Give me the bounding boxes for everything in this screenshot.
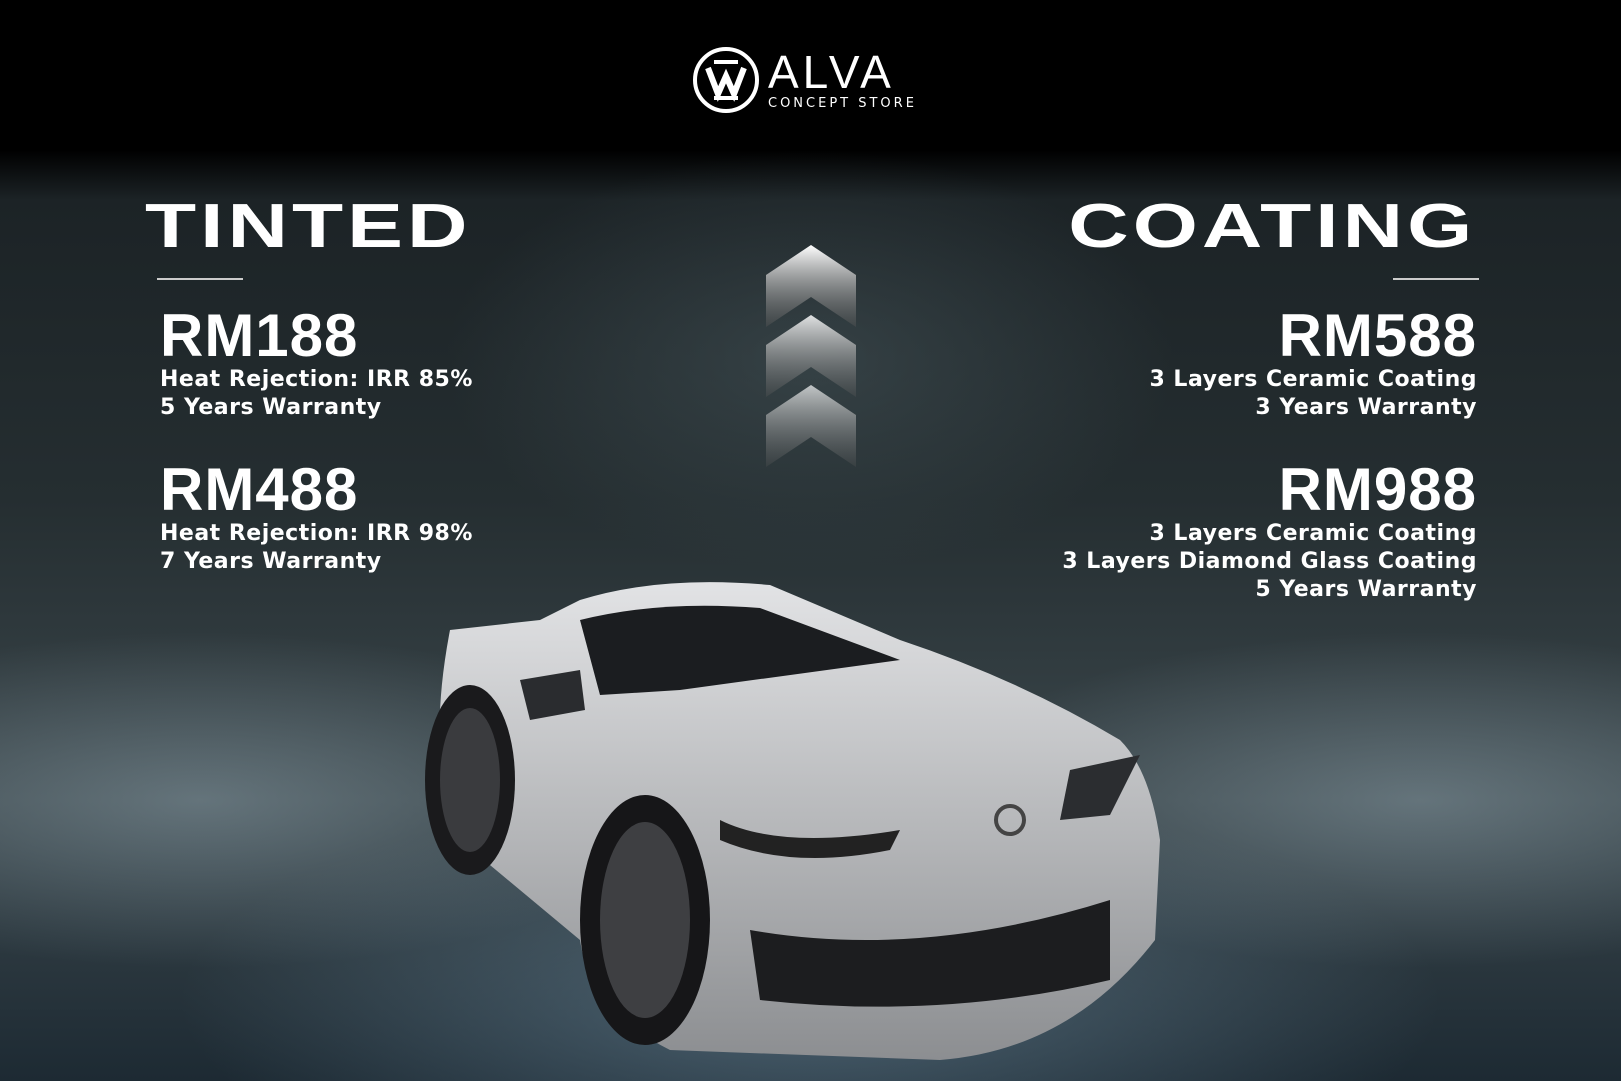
tinted-package: RM188 Heat Rejection: IRR 85% 5 Years Wa… (160, 306, 620, 422)
package-price: RM588 (1278, 302, 1477, 369)
package-feature: 3 Layers Ceramic Coating (1149, 521, 1477, 546)
package-warranty: 5 Years Warranty (1255, 577, 1477, 602)
tinted-packages: RM188 Heat Rejection: IRR 85% 5 Years Wa… (160, 306, 620, 614)
package-price: RM988 (1278, 456, 1477, 523)
package-warranty: 7 Years Warranty (160, 549, 382, 574)
package-warranty: 5 Years Warranty (160, 395, 382, 420)
coating-package: RM588 3 Layers Ceramic Coating 3 Years W… (1017, 306, 1477, 422)
tinted-divider (157, 278, 243, 280)
coating-divider (1393, 278, 1479, 280)
brand-name: ALVA (768, 45, 895, 98)
upgrade-chevrons-icon (766, 245, 856, 467)
brand-logo: ALVA CONCEPT STORE (692, 46, 917, 114)
coating-package: RM988 3 Layers Ceramic Coating 3 Layers … (1017, 460, 1477, 604)
package-feature: Heat Rejection: IRR 85% (160, 367, 473, 392)
package-feature: 3 Layers Ceramic Coating (1149, 367, 1477, 392)
package-price: RM188 (160, 302, 359, 369)
sports-car-image (425, 582, 1160, 1060)
coating-heading: COATING (1067, 192, 1476, 261)
coating-packages: RM588 3 Layers Ceramic Coating 3 Years W… (1017, 306, 1477, 642)
package-feature: Heat Rejection: IRR 98% (160, 521, 473, 546)
package-feature: 3 Layers Diamond Glass Coating (1062, 549, 1477, 574)
tinted-package: RM488 Heat Rejection: IRR 98% 7 Years Wa… (160, 460, 620, 576)
package-warranty: 3 Years Warranty (1255, 395, 1477, 420)
alva-monogram-icon (693, 47, 759, 113)
brand-tagline: CONCEPT STORE (768, 95, 917, 111)
package-price: RM488 (160, 456, 359, 523)
tinted-heading: TINTED (145, 192, 472, 261)
